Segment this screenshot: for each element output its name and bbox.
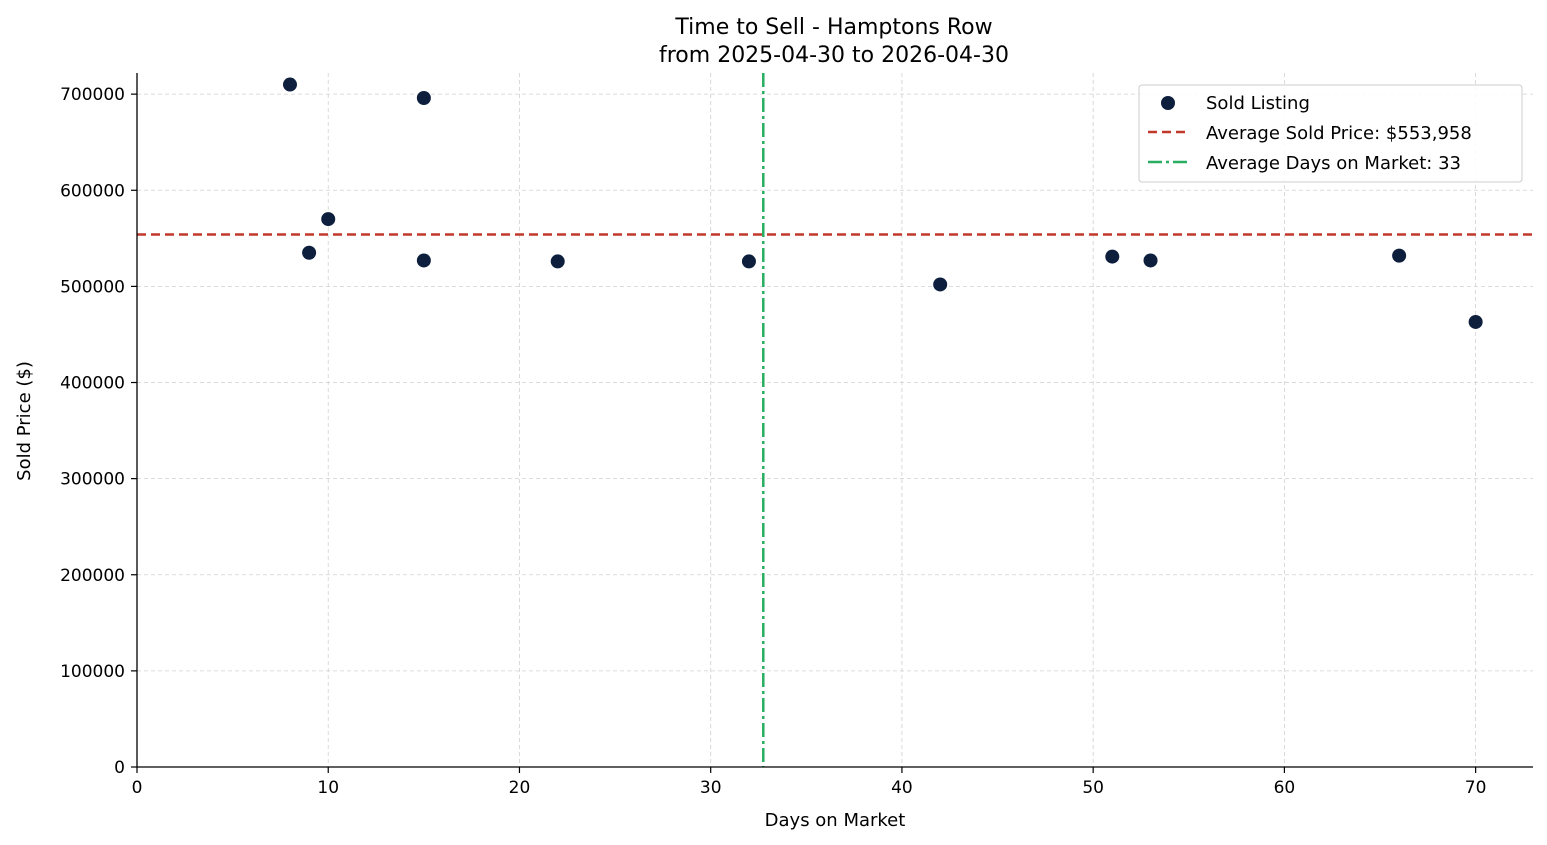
legend: Sold Listing Average Sold Price: $553,95…: [1138, 84, 1523, 183]
x-tick-label: 10: [317, 778, 339, 798]
data-point: [1392, 248, 1407, 263]
ticks: 0 10 20 30 40 50 60 70 0 100000 200000 300000 400000…: [60, 85, 1486, 798]
legend-label-avg-days: Average Days on Market: 33: [1206, 153, 1461, 174]
data-point: [321, 212, 336, 227]
y-tick-label: 500000: [60, 277, 125, 297]
legend-marker-sold-listing: [1161, 96, 1175, 110]
y-axis-label: Sold Price ($): [14, 361, 35, 481]
legend-label-sold-listing: Sold Listing: [1206, 93, 1310, 114]
axes: [136, 73, 1533, 768]
data-point: [282, 77, 297, 92]
x-tick-label: 60: [1274, 778, 1296, 798]
data-point: [1105, 249, 1120, 264]
data-point: [550, 254, 565, 269]
chart-subtitle: from 2025-04-30 to 2026-04-30: [659, 43, 1009, 68]
legend-label-avg-price: Average Sold Price: $553,958: [1206, 123, 1472, 144]
y-tick-label: 100000: [60, 662, 125, 682]
y-tick-label: 0: [114, 758, 125, 778]
x-tick-label: 40: [891, 778, 913, 798]
y-tick-label: 300000: [60, 470, 125, 490]
y-tick-label: 700000: [60, 85, 125, 105]
y-tick-label: 600000: [60, 181, 125, 201]
legend-box: [1138, 84, 1523, 183]
data-point: [1143, 253, 1158, 268]
data-point: [1468, 314, 1483, 329]
x-axis-label: Days on Market: [765, 810, 906, 831]
x-tick-label: 0: [132, 778, 143, 798]
y-tick-label: 400000: [60, 374, 125, 394]
data-points: [282, 77, 1483, 329]
reference-lines: [137, 73, 1533, 767]
y-tick-label: 200000: [60, 566, 125, 586]
chart-title: Time to Sell - Hamptons Row: [674, 15, 992, 40]
data-point: [741, 254, 756, 269]
x-tick-label: 30: [700, 778, 722, 798]
data-point: [933, 277, 948, 292]
x-tick-label: 70: [1465, 778, 1487, 798]
data-point: [416, 90, 431, 105]
data-point: [416, 253, 431, 268]
data-point: [302, 245, 317, 260]
x-tick-label: 20: [509, 778, 531, 798]
x-tick-label: 50: [1082, 778, 1104, 798]
